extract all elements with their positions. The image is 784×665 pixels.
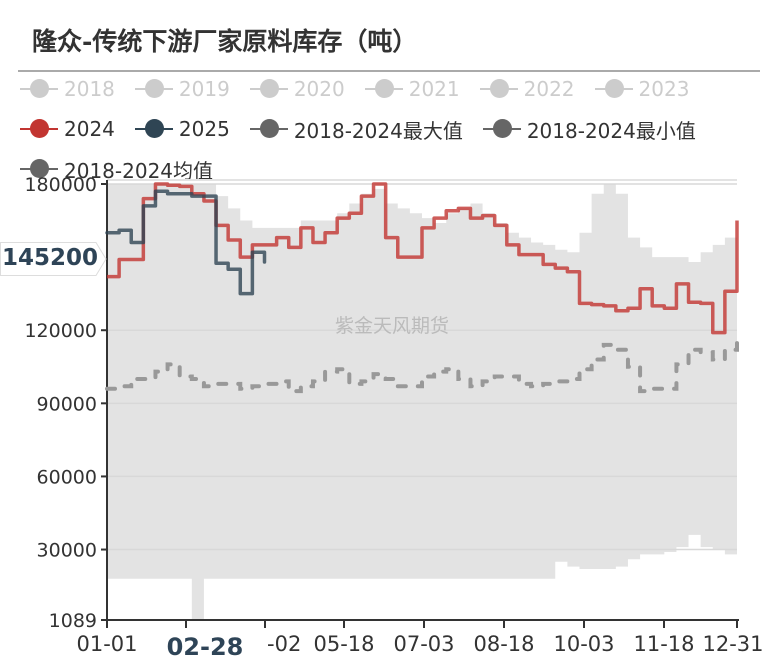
title-divider xyxy=(18,70,760,72)
x-tick-label: -02 xyxy=(267,632,301,656)
legend-item-2018-2024最小值[interactable]: 2018-2024最小值 xyxy=(482,115,696,144)
legend-label: 2021 xyxy=(408,77,460,101)
legend-item-2025[interactable]: 2025 xyxy=(134,117,230,141)
series-2025-line xyxy=(105,189,267,296)
legend-label: 2018 xyxy=(64,77,115,101)
legend-item-2018-2024最大值[interactable]: 2018-2024最大值 xyxy=(249,115,463,144)
y-axis-pointer-label: 145200 xyxy=(0,242,107,276)
legend-label: 2025 xyxy=(178,117,230,141)
legend-marker-icon xyxy=(249,79,288,99)
legend-marker-icon xyxy=(479,79,518,99)
legend-row-3: 2018-2024均值 xyxy=(20,154,233,184)
chart-title: 隆众-传统下游厂家原料库存（吨） xyxy=(32,27,418,56)
legend-item-2018-2024均值[interactable]: 2018-2024均值 xyxy=(20,155,213,184)
legend-label: 2018-2024均值 xyxy=(64,158,214,183)
legend-label: 2019 xyxy=(178,77,230,101)
legend-item-2020[interactable]: 2020 xyxy=(249,77,345,101)
y-tick-label: 60000 xyxy=(37,466,97,488)
series-mean-line xyxy=(105,335,739,394)
legend-marker-icon xyxy=(134,79,173,99)
legend-marker-icon xyxy=(364,79,403,99)
y-tick-label: 30000 xyxy=(37,540,97,562)
legend-row-2: 2024 2025 2018-2024最大值 2018-2024最小值 xyxy=(20,114,716,144)
watermark: 紫金天风期货 xyxy=(335,315,449,337)
y-pointer-value: 145200 xyxy=(2,245,99,271)
legend-marker-icon xyxy=(20,79,58,99)
y-tick-label: 90000 xyxy=(37,393,97,415)
legend-label: 2022 xyxy=(523,77,575,101)
legend-item-2018[interactable]: 2018 xyxy=(20,77,115,101)
legend-label: 2020 xyxy=(293,77,345,101)
legend-item-2024[interactable]: 2024 xyxy=(20,117,115,141)
legend-marker-icon xyxy=(482,119,521,139)
legend-marker-icon xyxy=(20,159,58,179)
legend-item-2023[interactable]: 2023 xyxy=(594,77,690,101)
legend-row-1: 2018 2019 2020 2021 2022 2023 xyxy=(20,74,709,104)
legend-item-2021[interactable]: 2021 xyxy=(364,77,460,101)
legend-item-2019[interactable]: 2019 xyxy=(134,77,230,101)
y-tick-label: 1089 xyxy=(49,610,97,632)
x-tick-label: 07-03 xyxy=(393,632,454,656)
x-pointer-label: 02-28 xyxy=(167,633,244,661)
x-tick-label: 11-18 xyxy=(633,632,694,656)
x-tick-label: 08-18 xyxy=(473,632,534,656)
legend-marker-icon xyxy=(20,119,58,139)
x-tick-label: 12-31 xyxy=(702,632,763,656)
legend-label: 2018-2024最小值 xyxy=(526,118,696,143)
legend-label: 2023 xyxy=(638,77,690,101)
legend-label: 2018-2024最大值 xyxy=(293,118,463,143)
legend-marker-icon xyxy=(249,119,288,139)
legend-marker-icon xyxy=(594,79,633,99)
legend-item-2022[interactable]: 2022 xyxy=(479,77,575,101)
x-tick-label: 05-18 xyxy=(313,632,374,656)
y-tick-label: 180000 xyxy=(24,174,97,196)
x-tick-label: 01-01 xyxy=(76,632,137,656)
legend-label: 2024 xyxy=(64,117,115,141)
x-tick-label: 10-03 xyxy=(553,632,614,656)
legend-marker-icon xyxy=(134,119,173,139)
y-tick-label: 120000 xyxy=(24,320,97,342)
